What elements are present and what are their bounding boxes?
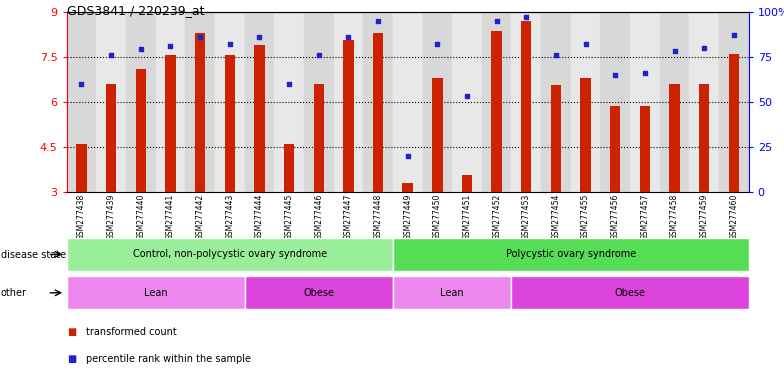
Bar bbox=[402, 183, 413, 192]
Point bbox=[401, 153, 414, 159]
Bar bbox=[432, 78, 442, 192]
Bar bbox=[67, 276, 245, 309]
Bar bbox=[284, 144, 294, 192]
Bar bbox=[580, 78, 591, 192]
Bar bbox=[699, 84, 710, 192]
Bar bbox=[314, 84, 324, 192]
Bar bbox=[393, 12, 423, 192]
Point bbox=[164, 43, 176, 49]
Point bbox=[75, 81, 88, 87]
Point bbox=[372, 17, 384, 24]
Point bbox=[431, 41, 444, 47]
Text: Control, non-polycystic ovary syndrome: Control, non-polycystic ovary syndrome bbox=[132, 249, 327, 260]
Bar bbox=[363, 12, 393, 192]
Point bbox=[520, 14, 532, 20]
Bar bbox=[670, 84, 680, 192]
Point bbox=[728, 32, 740, 38]
Point bbox=[609, 71, 622, 78]
Bar bbox=[136, 69, 146, 192]
Text: Lean: Lean bbox=[441, 288, 464, 298]
Point bbox=[253, 34, 266, 40]
Bar bbox=[106, 84, 116, 192]
Point bbox=[105, 52, 118, 58]
Bar bbox=[304, 12, 333, 192]
Point bbox=[194, 34, 206, 40]
Text: Polycystic ovary syndrome: Polycystic ovary syndrome bbox=[506, 249, 636, 260]
Bar bbox=[195, 33, 205, 192]
Bar bbox=[67, 12, 96, 192]
Bar bbox=[393, 238, 749, 271]
Bar bbox=[274, 12, 304, 192]
Bar bbox=[610, 106, 620, 192]
Bar bbox=[521, 20, 532, 192]
Bar bbox=[343, 40, 354, 192]
Text: other: other bbox=[1, 288, 27, 298]
Point bbox=[313, 52, 325, 58]
Bar bbox=[245, 276, 393, 309]
Bar bbox=[423, 12, 452, 192]
Point bbox=[639, 70, 652, 76]
Bar bbox=[630, 12, 660, 192]
Bar bbox=[571, 12, 601, 192]
Bar bbox=[254, 45, 264, 192]
Text: Obese: Obese bbox=[615, 288, 645, 298]
Point bbox=[342, 34, 354, 40]
Bar bbox=[452, 12, 482, 192]
Point bbox=[135, 46, 147, 53]
Point bbox=[223, 41, 236, 47]
Point bbox=[698, 45, 710, 51]
Bar bbox=[373, 33, 383, 192]
Point bbox=[579, 41, 592, 47]
Point bbox=[550, 52, 562, 58]
Bar bbox=[511, 12, 541, 192]
Bar bbox=[333, 12, 363, 192]
Text: Obese: Obese bbox=[303, 288, 334, 298]
Bar bbox=[492, 31, 502, 192]
Text: disease state: disease state bbox=[1, 250, 66, 260]
Bar bbox=[689, 12, 719, 192]
Bar bbox=[660, 12, 689, 192]
Bar bbox=[393, 276, 511, 309]
Bar bbox=[224, 55, 235, 192]
Bar bbox=[126, 12, 155, 192]
Bar bbox=[601, 12, 630, 192]
Bar bbox=[462, 175, 472, 192]
Bar bbox=[511, 276, 749, 309]
Text: ■: ■ bbox=[67, 354, 76, 364]
Bar bbox=[482, 12, 511, 192]
Text: Lean: Lean bbox=[143, 288, 168, 298]
Bar bbox=[67, 238, 393, 271]
Text: transformed count: transformed count bbox=[86, 327, 177, 337]
Point bbox=[490, 17, 503, 24]
Bar bbox=[551, 85, 561, 192]
Point bbox=[283, 81, 296, 87]
Bar bbox=[541, 12, 571, 192]
Bar bbox=[185, 12, 215, 192]
Bar bbox=[640, 106, 650, 192]
Bar bbox=[96, 12, 126, 192]
Point bbox=[461, 93, 474, 99]
Bar bbox=[165, 55, 176, 192]
Text: percentile rank within the sample: percentile rank within the sample bbox=[86, 354, 251, 364]
Bar bbox=[728, 54, 739, 192]
Text: GDS3841 / 220239_at: GDS3841 / 220239_at bbox=[67, 4, 204, 17]
Bar bbox=[215, 12, 245, 192]
Point bbox=[668, 48, 681, 54]
Bar bbox=[719, 12, 749, 192]
Bar bbox=[245, 12, 274, 192]
Text: ■: ■ bbox=[67, 327, 76, 337]
Bar bbox=[76, 144, 87, 192]
Bar bbox=[155, 12, 185, 192]
